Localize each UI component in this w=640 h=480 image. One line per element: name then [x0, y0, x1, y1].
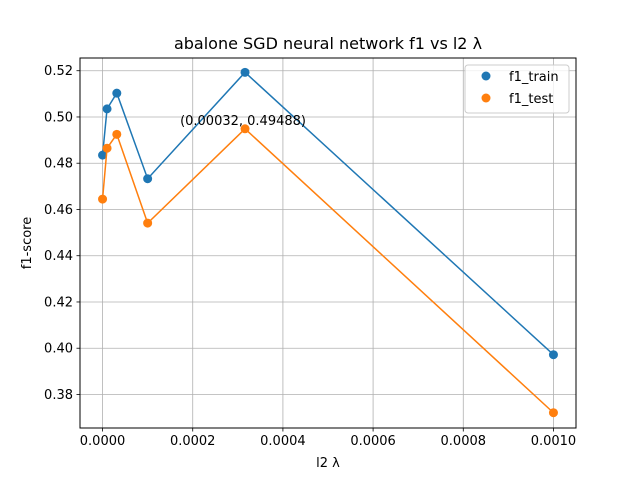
data-point-f1-test: [240, 124, 250, 134]
y-tick-label: 0.46: [44, 203, 73, 218]
data-point-f1-test: [102, 143, 112, 153]
y-tick-label: 0.40: [44, 342, 73, 357]
legend-marker-f1-test: [481, 93, 491, 103]
y-tick-label: 0.42: [44, 295, 73, 310]
data-point-f1-train: [143, 174, 153, 184]
x-tick-label: 0.0004: [260, 434, 306, 449]
series-line-f1-test: [101, 127, 554, 414]
grid: [80, 58, 576, 428]
data-point-f1-test: [98, 194, 108, 204]
x-tick-label: 0.0010: [531, 434, 577, 449]
x-tick-label: 0.0002: [170, 434, 216, 449]
axes: 0.0000 0.0002 0.0004 0.0006 0.0008 0.0010 0.38…: [44, 64, 576, 449]
data-point-f1-test: [548, 408, 558, 418]
series-line-f1-train: [101, 71, 554, 356]
y-tick-label: 0.38: [44, 388, 73, 403]
y-tick-label: 0.50: [44, 110, 73, 125]
data-point-f1-train: [112, 88, 122, 98]
chart-title: abalone SGD neural network f1 vs l2 λ: [174, 34, 482, 53]
legend: f1_train f1_test: [464, 64, 570, 114]
plot-frame: [79, 57, 577, 429]
y-axis-label: f1-score: [20, 217, 35, 269]
x-tick-label: 0.0006: [350, 434, 396, 449]
x-axis-label: l2 λ: [316, 456, 340, 471]
data-point-f1-test: [143, 218, 153, 228]
legend-marker-f1-train: [481, 71, 491, 81]
data-point-f1-train: [102, 104, 112, 114]
annotation-label: (0.00032, 0.49488): [180, 114, 306, 129]
y-tick-label: 0.48: [44, 157, 73, 172]
data-point-f1-train: [548, 350, 558, 360]
x-tick-label: 0.0008: [441, 434, 487, 449]
data-point-f1-train: [240, 67, 250, 77]
data-point-f1-train: [98, 150, 108, 160]
legend-box: [464, 64, 570, 114]
data-point-f1-test: [112, 129, 122, 139]
y-tick-label: 0.44: [44, 249, 73, 264]
legend-label-f1-test: f1_test: [509, 92, 553, 107]
legend-label-f1-train: f1_train: [509, 70, 559, 85]
x-tick-label: 0.0000: [80, 434, 126, 449]
plot-area: [98, 67, 558, 418]
y-tick-label: 0.52: [44, 64, 73, 79]
